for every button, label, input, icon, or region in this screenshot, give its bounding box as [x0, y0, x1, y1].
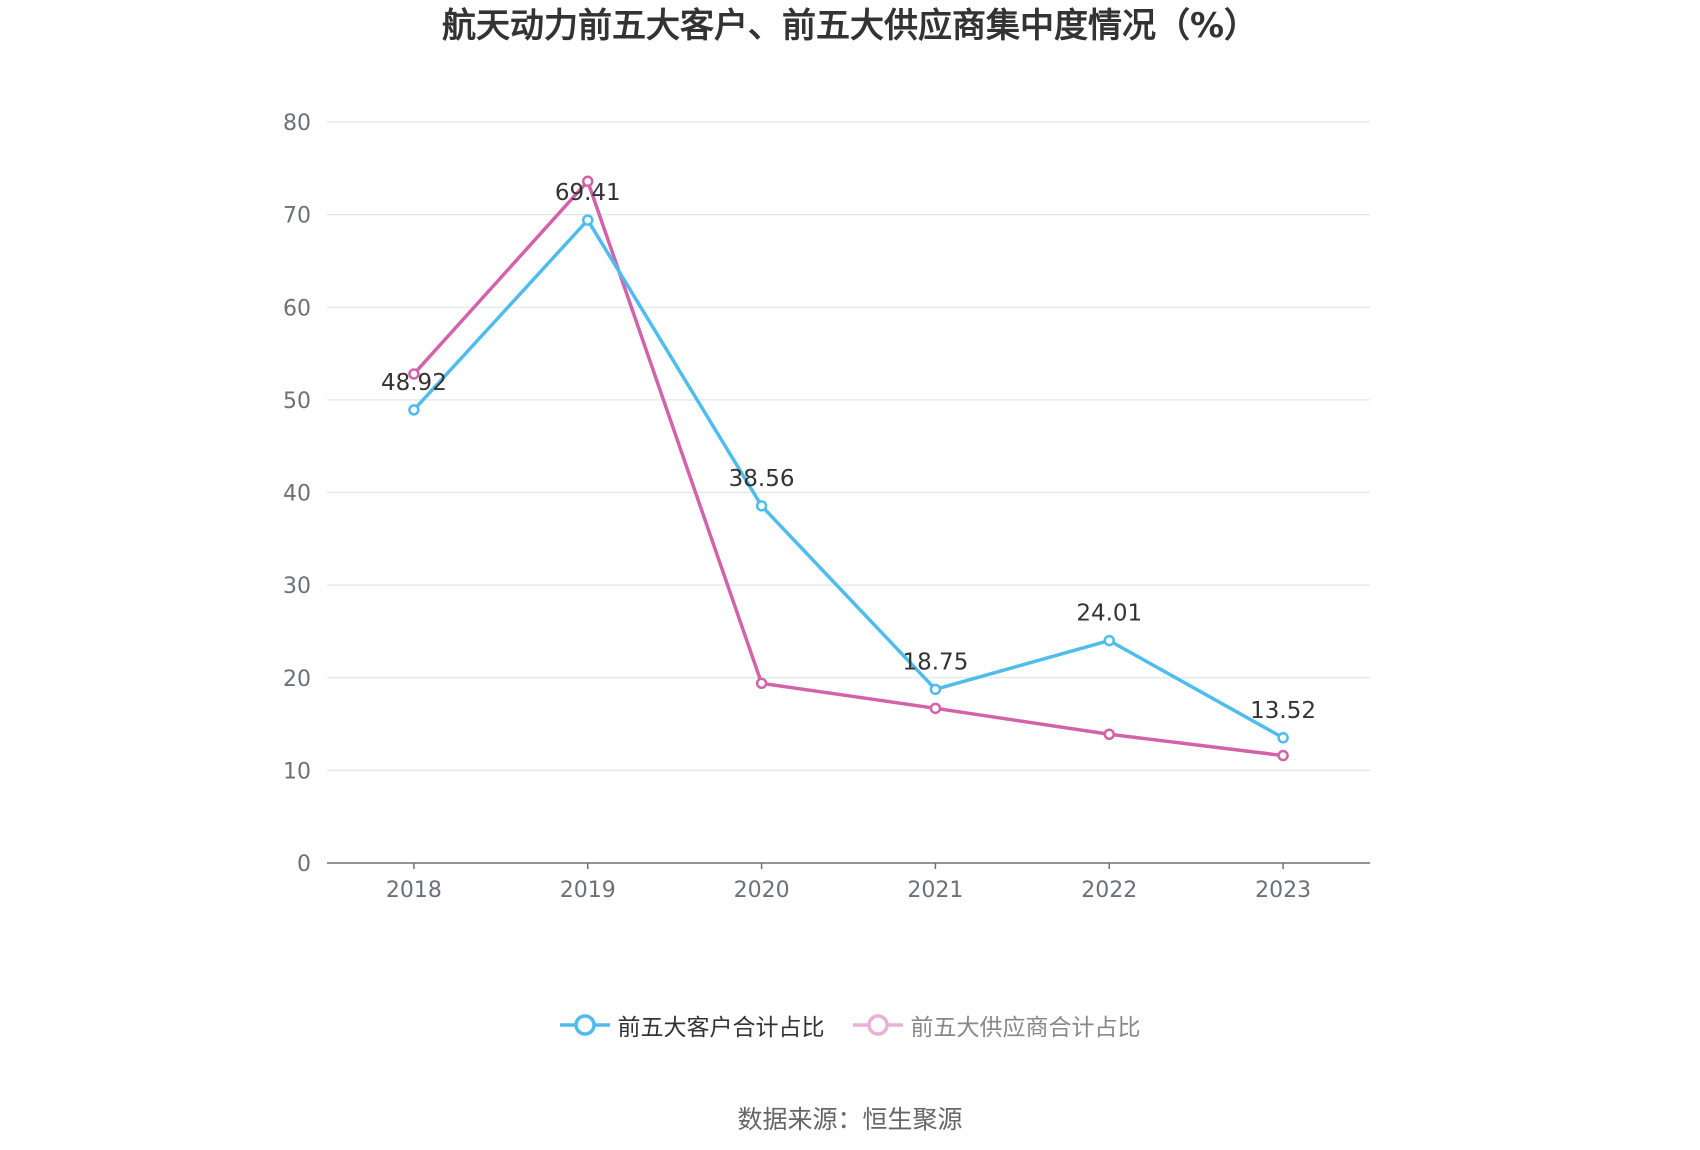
axes: 0 10 20 30 40 50 60 70 80 2018 2019 2020 2021 2022 202… — [283, 111, 1370, 903]
x-tick-label: 2023 — [1255, 878, 1311, 903]
data-point — [1277, 749, 1289, 762]
data-label: 24.01 — [1076, 601, 1142, 627]
legend-label: 前五大供应商合计占比 — [910, 1015, 1141, 1041]
legend: 前五大客户合计占比 前五大供应商合计占比 — [0, 1008, 1700, 1042]
data-label: 13.52 — [1250, 698, 1316, 724]
data-point — [755, 500, 768, 512]
data-label: 38.56 — [729, 466, 795, 492]
data-point — [582, 214, 594, 226]
source-note: 数据来源：恒生聚源 — [737, 1105, 963, 1134]
chart-title: 航天动力前五大客户、前五大供应商集中度情况（%） — [441, 6, 1259, 46]
x-tick-label: 2018 — [386, 878, 442, 903]
data-point — [1103, 634, 1115, 647]
legend-swatch-icon — [852, 1014, 903, 1036]
legend-swatch-marker — [866, 1014, 889, 1036]
data-labels: 48.92 69.41 38.56 18.75 24.01 13.52 — [381, 180, 1316, 724]
series-lines — [408, 175, 1289, 762]
data-label: 18.75 — [902, 649, 968, 675]
y-tick-label: 30 — [283, 574, 311, 599]
y-tick-label: 60 — [283, 296, 311, 321]
data-point — [582, 175, 594, 188]
y-tick-label: 70 — [283, 204, 311, 229]
data-point — [408, 368, 420, 380]
data-label: 69.41 — [555, 180, 621, 206]
legend-item[interactable]: 前五大供应商合计占比 — [852, 1008, 1141, 1042]
data-point — [408, 404, 420, 416]
x-tick-label: 2021 — [907, 878, 963, 903]
y-tick-label: 0 — [297, 852, 311, 877]
y-tick-label: 10 — [283, 759, 311, 784]
data-point — [929, 702, 942, 715]
data-label: 48.92 — [381, 370, 447, 396]
legend-label: 前五大客户合计占比 — [617, 1015, 825, 1041]
grid-lines — [327, 121, 1370, 771]
y-tick-label: 80 — [283, 111, 311, 136]
data-point — [1277, 732, 1289, 744]
y-tick-label: 40 — [283, 482, 311, 507]
x-tick-label: 2019 — [560, 878, 616, 903]
legend-swatch-marker — [573, 1014, 596, 1036]
data-point — [755, 677, 768, 690]
series-line — [412, 218, 1284, 740]
legend-item[interactable]: 前五大客户合计占比 — [559, 1008, 825, 1042]
y-tick-label: 20 — [283, 667, 311, 692]
x-tick-label: 2022 — [1081, 878, 1137, 903]
data-point — [929, 683, 942, 696]
x-tick-label: 2020 — [734, 878, 790, 903]
data-point — [1103, 728, 1115, 741]
legend-swatch-icon — [559, 1014, 610, 1036]
series-line — [412, 179, 1284, 758]
y-tick-label: 50 — [283, 389, 311, 414]
